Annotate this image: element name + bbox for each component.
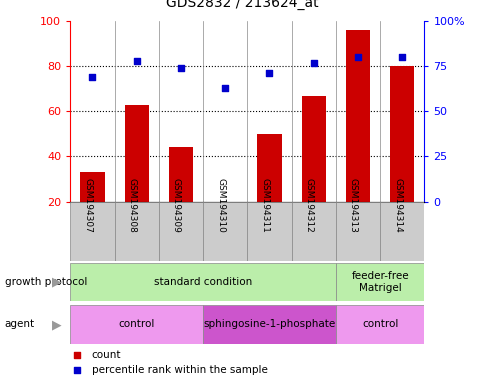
Bar	[335, 202, 379, 261]
Bar	[70, 263, 335, 301]
Text: GSM194311: GSM194311	[260, 178, 269, 233]
Bar	[257, 134, 281, 202]
Text: GSM194313: GSM194313	[348, 178, 357, 233]
Text: count: count	[91, 350, 121, 360]
Bar	[80, 172, 105, 202]
Text: GSM194308: GSM194308	[127, 178, 136, 233]
Text: GSM194309: GSM194309	[172, 178, 181, 233]
Bar	[247, 202, 291, 261]
Point	[353, 54, 361, 60]
Text: GSM194310: GSM194310	[216, 178, 225, 233]
Text: ▶: ▶	[52, 318, 62, 331]
Point	[74, 367, 81, 374]
Bar	[168, 147, 193, 202]
Bar	[301, 96, 325, 202]
Point	[177, 65, 184, 71]
Point	[265, 70, 273, 76]
Text: percentile rank within the sample: percentile rank within the sample	[91, 366, 267, 376]
Text: standard condition: standard condition	[153, 277, 252, 287]
Bar	[335, 305, 424, 344]
Text: growth protocol: growth protocol	[5, 277, 87, 287]
Bar	[379, 202, 424, 261]
Bar	[114, 202, 158, 261]
Point	[221, 85, 228, 91]
Bar	[291, 202, 335, 261]
Point	[74, 352, 81, 358]
Bar	[335, 263, 424, 301]
Text: control: control	[118, 319, 154, 329]
Text: feeder-free
Matrigel: feeder-free Matrigel	[350, 271, 408, 293]
Bar	[124, 104, 149, 202]
Bar	[389, 66, 413, 202]
Text: sphingosine-1-phosphate: sphingosine-1-phosphate	[203, 319, 335, 329]
Text: agent: agent	[5, 319, 35, 329]
Point	[397, 54, 405, 60]
Point	[133, 58, 140, 64]
Point	[89, 74, 96, 80]
Bar	[345, 30, 369, 202]
Text: ▶: ▶	[52, 276, 62, 289]
Point	[309, 60, 317, 66]
Bar	[70, 202, 114, 261]
Text: GSM194314: GSM194314	[393, 179, 401, 233]
Text: GDS2832 / 213624_at: GDS2832 / 213624_at	[166, 0, 318, 10]
Text: GSM194307: GSM194307	[83, 178, 92, 233]
Bar	[203, 305, 335, 344]
Bar	[203, 202, 247, 261]
Bar	[70, 305, 203, 344]
Text: GSM194312: GSM194312	[304, 179, 313, 233]
Bar	[158, 202, 203, 261]
Text: control: control	[361, 319, 397, 329]
